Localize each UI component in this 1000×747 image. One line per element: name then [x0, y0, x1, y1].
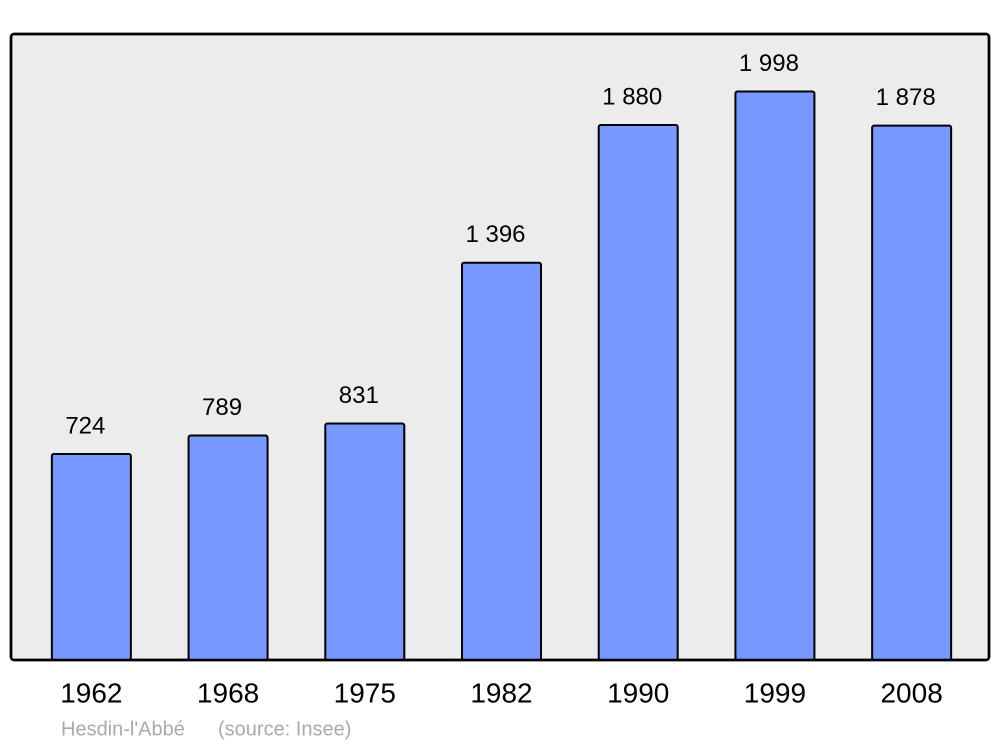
footer-source: (source: Insee)	[218, 718, 351, 740]
value-label: 1 396	[465, 221, 525, 248]
bar	[187, 434, 269, 661]
x-tick-label: 1990	[607, 677, 669, 708]
value-label: 1 880	[602, 83, 662, 110]
bar	[50, 452, 132, 662]
value-label: 831	[339, 382, 379, 409]
bar	[461, 261, 542, 661]
x-tick-label: 1982	[470, 677, 532, 708]
value-label: 789	[202, 394, 242, 421]
x-tick-label: 1962	[60, 677, 122, 708]
footer-place: Hesdin-l'Abbé	[61, 718, 185, 740]
x-tick-label: 1999	[744, 677, 806, 708]
x-tick-label: 2008	[880, 677, 942, 708]
value-label: 1 998	[739, 50, 799, 77]
x-tick-label: 1968	[197, 677, 259, 708]
plot-area	[9, 32, 991, 662]
bar	[871, 124, 953, 661]
x-tick-label: 1975	[334, 677, 396, 708]
bar	[597, 124, 679, 661]
bar	[324, 422, 406, 661]
bar	[734, 90, 816, 661]
value-label: 1 878	[876, 84, 936, 111]
value-label: 724	[65, 412, 105, 439]
